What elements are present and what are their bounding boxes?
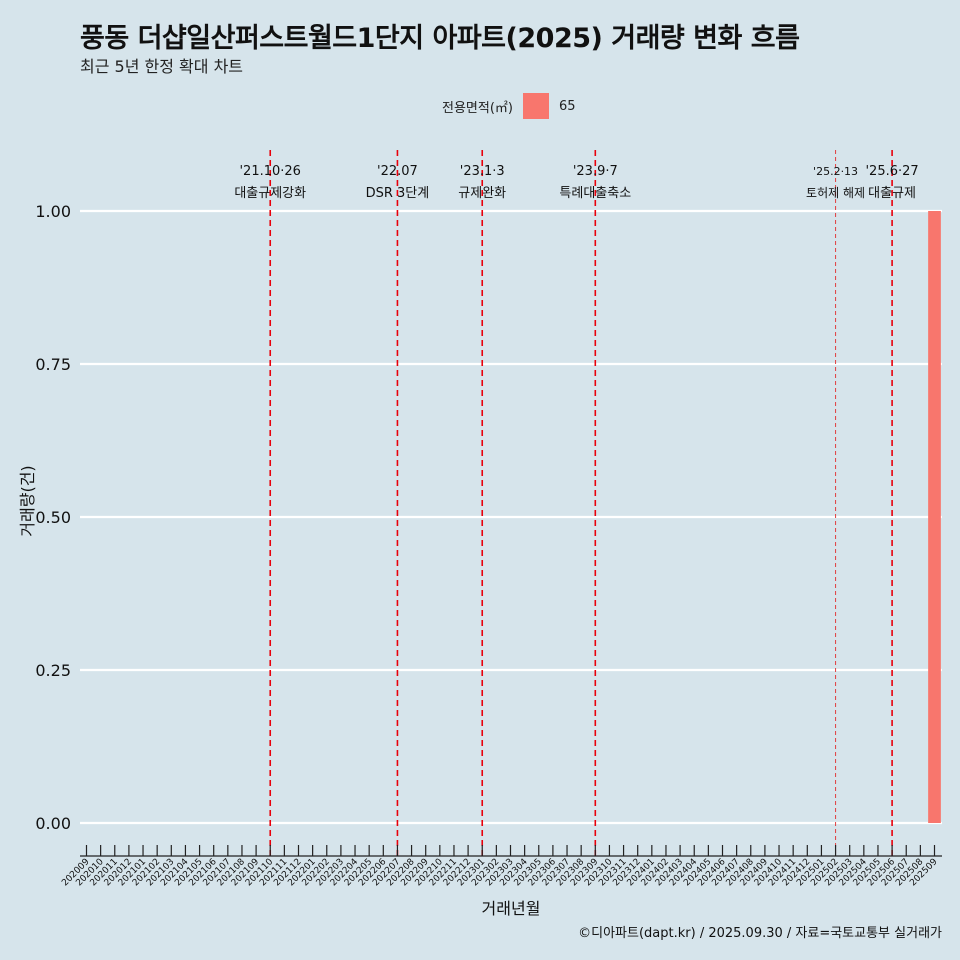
x-axis-title: 거래년월 [482,899,541,918]
chart-subtitle: 최근 5년 한정 확대 차트 [80,57,244,76]
event-date-202207: '22.07 [377,164,418,179]
event-date-202309: '23.9·7 [573,164,618,179]
event-label-202110: 대출규제강화 [234,186,306,201]
event-date-202301: '23.1·3 [460,164,505,179]
legend-label-65: 65 [558,98,576,114]
chart-title: 풍동 더샵일산퍼스트월드1단지 아파트(2025) 거래량 변화 흐름 [80,23,800,54]
y-tick-label: 0.50 [35,508,71,527]
y-tick-label: 0.75 [35,355,71,374]
event-label-202301: 규제완화 [458,186,506,201]
legend-key-65 [522,93,549,119]
event-label-202506: 대출규제 [868,186,916,201]
legend-title: 전용면적(㎡) [442,100,513,116]
event-date-202506: '25.6·27 [865,164,918,179]
event-label-202309: 특례대출축소 [559,186,631,201]
y-tick-label: 1.00 [35,202,71,221]
legend: 전용면적(㎡) 65 [442,93,576,119]
bar-202509 [928,211,941,823]
event-date-202502: '25.2·13 [813,165,858,178]
event-date-202110: '21.10·26 [239,164,300,179]
event-label-202207: DSR 3단계 [366,186,430,201]
event-label-202502: 토허제 해제 [806,186,865,200]
y-tick-label: 0.00 [35,814,71,833]
y-tick-label: 0.25 [35,661,71,680]
caption: ©디아파트(dapt.kr) / 2025.09.30 / 자료=국토교통부 실… [578,926,942,941]
y-axis-title: 거래량(건) [18,465,37,536]
